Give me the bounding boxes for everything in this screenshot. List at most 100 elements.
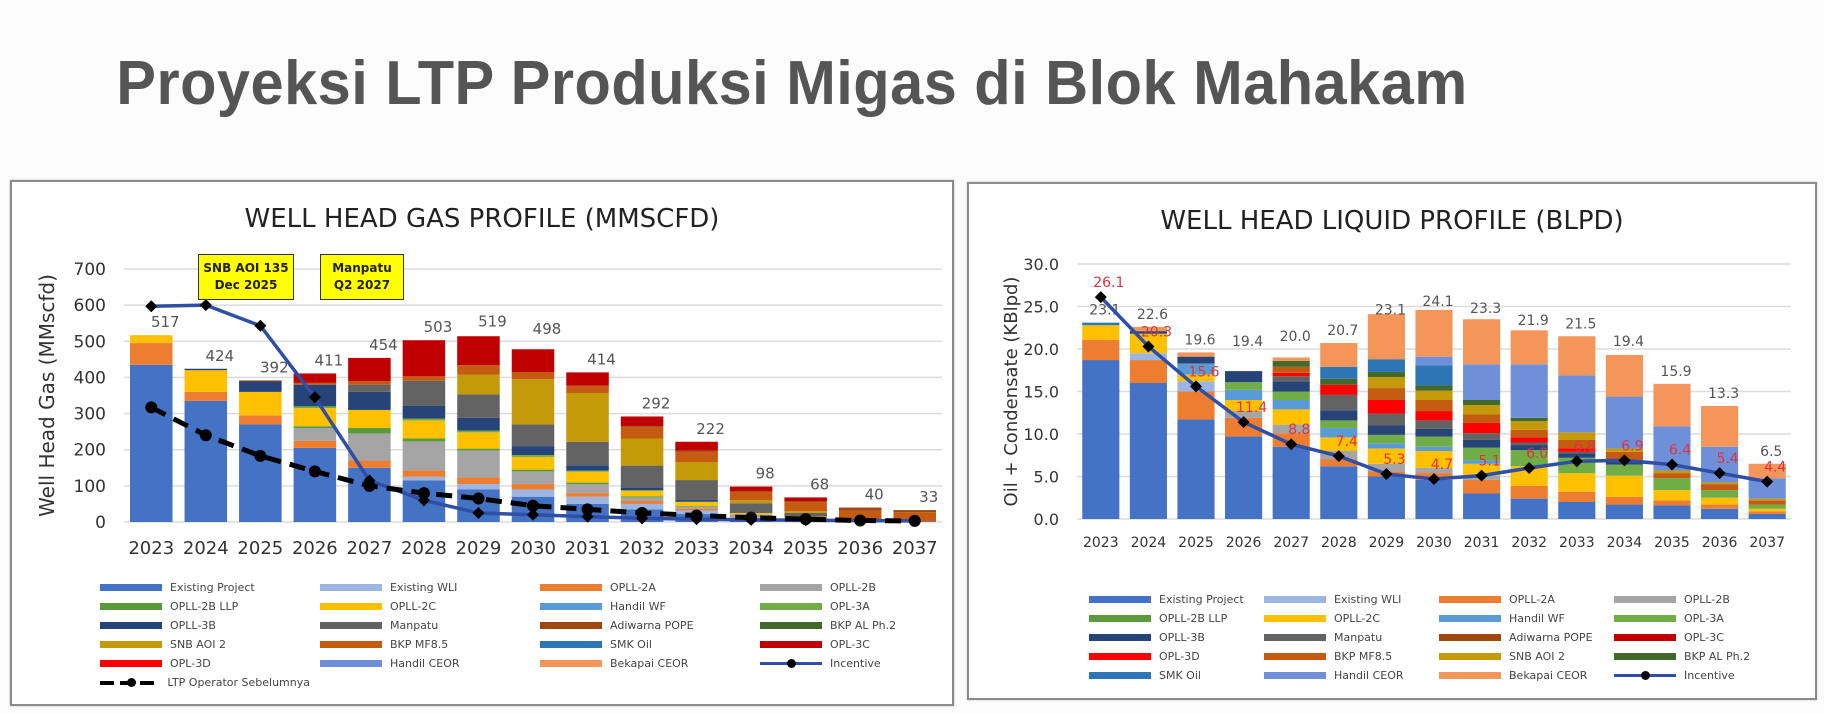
legend-label: SNB AOI 2: [170, 638, 226, 651]
bar-segment-opl-3a-2030: [511, 455, 555, 457]
bar-segment-existing-project-2033: [1558, 502, 1596, 519]
bar-segment-bkp-mf8-5-2035: [1653, 473, 1691, 479]
legend-label: Handil CEOR: [1334, 669, 1404, 682]
bar-total-label: 19.4: [1613, 334, 1644, 350]
bar-segment-handil-wf-2031: [1463, 460, 1501, 464]
bar-segment-opll-2c-2023: [1082, 325, 1120, 340]
bar-segment-existing-project-2029: [1367, 476, 1405, 519]
bar-segment-opl-3a-2028: [1320, 420, 1358, 429]
bar-segment-opl-3d-2027: [1272, 372, 1310, 377]
bar-segment-bekapai-ceor-2030: [1415, 309, 1453, 357]
bar-segment-snb-aoi-2-2033: [1558, 432, 1596, 440]
legend-label: OPL-3A: [830, 600, 870, 613]
bar-segment-opll-2a-2027: [348, 460, 391, 468]
bar-segment-bkp-mf8-5-2025: [239, 380, 282, 382]
liquid-profile-panel: WELL HEAD LIQUID PROFILE (BLPD) 0.0 5.0 10…: [967, 182, 1817, 700]
bar-segment-existing-project-2023: [1082, 360, 1120, 519]
bar-total-label: 68: [810, 475, 829, 493]
bar-segment-opll-3b-2032: [620, 487, 664, 491]
bar-segment-bkp-mf8-5-2030: [511, 372, 555, 380]
bar-segment-opll-2b-2029: [457, 450, 500, 478]
legend-swatch-icon: [1439, 615, 1501, 622]
point-ltp-operator-sebelumnya: [908, 514, 921, 527]
bar-segment-bekapai-ceor-2035: [1653, 383, 1691, 427]
legend-item-smk-oil: SMK Oil: [1089, 666, 1254, 685]
legend-item-incentive: Incentive: [760, 654, 960, 673]
legend-label: OPLL-2A: [1509, 593, 1555, 606]
bar-segment-bekapai-ceor-2036: [1701, 405, 1739, 447]
legend-swatch-icon: [1614, 615, 1676, 622]
bar-segment-handil-wf-2030: [1415, 446, 1453, 451]
bar-total-label: 40: [865, 486, 884, 504]
bar-segment-opll-2a-2023: [1082, 339, 1120, 361]
bar-segment-opll-3b-2027: [348, 391, 391, 410]
bar-segment-handil-ceor-2032: [1510, 364, 1548, 418]
bar-segment-handil-wf-2029: [1367, 443, 1405, 449]
bar-segment-opl-3a-2030: [1415, 436, 1453, 447]
bar-segment-opll-3b-2030: [1415, 428, 1453, 437]
point-incentive: [1237, 416, 1250, 429]
point-incentive: [308, 391, 321, 404]
bar-segment-existing-wli-2024: [1129, 353, 1167, 361]
bar-segment-opll-2b-2030: [1415, 468, 1453, 474]
bar-segment-opl-3a-2035: [1653, 478, 1691, 491]
bar-total-label: 98: [756, 465, 775, 483]
legend-swatch-icon: [100, 622, 162, 629]
bar-segment-handil-wf-2028: [1320, 428, 1358, 438]
bar-segment-opl-3a-2031: [566, 470, 609, 472]
bar-segment-opll-2c-2033: [1558, 473, 1596, 492]
incentive-value-label: 8.8: [1288, 422, 1310, 438]
legend-swatch-icon: [320, 641, 382, 648]
point-incentive: [1570, 455, 1583, 468]
legend-swatch-icon: [1439, 596, 1501, 603]
legend-label: OPLL-3B: [170, 619, 216, 632]
bar-segment-opll-2c-2030: [1415, 451, 1453, 468]
incentive-value-label: 6.8: [1574, 439, 1596, 455]
bar-segment-opll-2b-2026: [1225, 411, 1263, 418]
bar-segment-opll-2c-2037: [1748, 508, 1786, 512]
bar-segment-opll-2a-2028: [402, 470, 446, 477]
gas-chart: 0 100 200 300 400 500 600 700 Well Head Gas (MMs…: [35, 260, 942, 559]
bar-segment-opl-3c-2035: [784, 497, 827, 502]
legend-swatch-icon: [100, 677, 160, 687]
legend-swatch-icon: [320, 584, 382, 591]
bar-segment-opll-3b-2031: [1463, 439, 1501, 448]
bar-segment-opl-3c-2026: [293, 373, 337, 383]
bar-segment-smk-oil-2028: [1320, 366, 1358, 379]
y-tick-label: 700: [74, 260, 106, 280]
bar-segment-handil-ceor-2034: [1605, 396, 1643, 449]
legend-item-existing-project: Existing Project: [100, 578, 310, 597]
bar-total-label: 23.3: [1470, 301, 1501, 317]
bar-segment-manpatu-2031: [566, 441, 609, 466]
callout-line1: SNB AOI 135: [203, 261, 289, 275]
legend-item-opll-2b-llp: OPLL-2B LLP: [1089, 609, 1254, 628]
legend-swatch-icon: [1089, 653, 1151, 660]
point-ltp-operator-sebelumnya: [308, 465, 321, 478]
bar-segment-snb-aoi-2-2032: [620, 438, 664, 466]
legend-item-existing-wli: Existing WLI: [320, 578, 530, 597]
bar-segment-bkp-mf8-5-2027: [1272, 366, 1310, 373]
x-tick-label: 2036: [837, 538, 883, 559]
bar-segment-bkp-mf8-5-2033: [675, 451, 718, 463]
point-ltp-operator-sebelumnya: [799, 513, 812, 526]
callout-line2: Dec 2025: [214, 278, 278, 292]
bar-total-label: 6.5: [1760, 444, 1782, 460]
bar-segment-opl-3d-2028: [1320, 384, 1358, 395]
bar-total-label: 23.1: [1089, 303, 1120, 319]
x-tick-label: 2027: [346, 538, 392, 559]
bar-segment-opll-2b-llp-2026: [293, 426, 337, 429]
legend-item-ltp-operator-sebelumnya: LTP Operator Sebelumnya: [100, 673, 310, 692]
bar-total-label: 411: [315, 351, 344, 369]
legend-item-bkp-al-ph-2: BKP AL Ph.2: [760, 616, 960, 635]
bar-segment-opll-2c-2034: [1605, 475, 1643, 497]
bar-segment-snb-aoi-2-2036: [1701, 482, 1739, 485]
bar-segment-bekapai-ceor-2034: [1605, 354, 1643, 397]
bar-segment-existing-project-2037: [1748, 513, 1786, 519]
bar-segment-existing-project-2024: [184, 400, 228, 522]
point-ltp-operator-sebelumnya: [145, 401, 158, 414]
bar-segment-opll-3b-2026: [1225, 371, 1263, 383]
bar-total-label: 21.5: [1565, 316, 1596, 332]
legend-swatch-icon: [540, 584, 602, 591]
legend-marker-icon: [787, 659, 796, 668]
bar-segment-bkp-al-ph-2-2029: [1367, 371, 1405, 378]
